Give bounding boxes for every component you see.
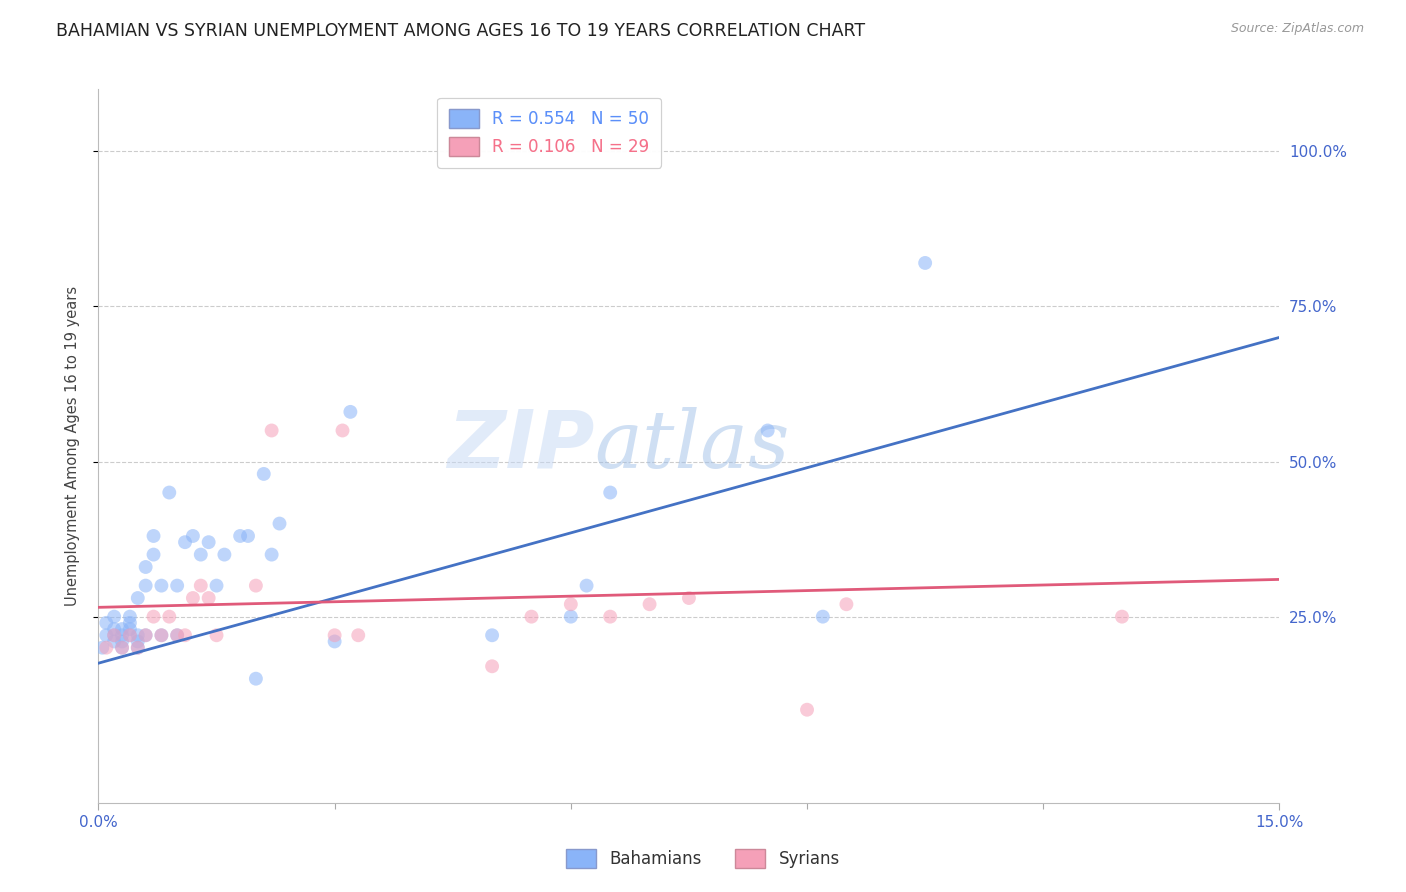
Point [575, 579, 598, 593]
Point [103, 628, 125, 642]
Point [118, 609, 141, 624]
Point [811, 609, 834, 624]
Point [323, 628, 346, 642]
Point [118, 628, 141, 642]
Point [111, 640, 134, 655]
Legend: R = 0.554   N = 50, R = 0.106   N = 29: R = 0.554 N = 50, R = 0.106 N = 29 [437, 97, 661, 168]
Point [135, 579, 157, 593]
Point [190, 548, 212, 562]
Point [150, 628, 173, 642]
Point [678, 591, 700, 605]
Point [127, 640, 149, 655]
Point [260, 424, 283, 438]
Point [339, 405, 361, 419]
Point [127, 628, 149, 642]
Point [91, 640, 114, 655]
Point [127, 640, 149, 655]
Point [756, 424, 779, 438]
Point [190, 579, 212, 593]
Point [835, 597, 858, 611]
Point [150, 579, 173, 593]
Point [111, 628, 134, 642]
Point [599, 609, 621, 624]
Point [96, 615, 118, 630]
Point [118, 615, 141, 630]
Point [166, 628, 188, 642]
Point [197, 535, 219, 549]
Point [205, 628, 228, 642]
Point [111, 622, 134, 636]
Point [166, 628, 188, 642]
Point [96, 628, 118, 642]
Point [103, 609, 125, 624]
Point [245, 672, 267, 686]
Point [1111, 609, 1133, 624]
Point [142, 529, 165, 543]
Point [269, 516, 291, 531]
Point [118, 622, 141, 636]
Point [103, 622, 125, 636]
Point [127, 634, 149, 648]
Point [135, 628, 157, 642]
Point [245, 579, 267, 593]
Point [150, 628, 173, 642]
Point [174, 535, 197, 549]
Point [332, 424, 354, 438]
Point [142, 548, 165, 562]
Point [253, 467, 276, 481]
Point [157, 485, 180, 500]
Point [103, 628, 125, 642]
Point [323, 634, 346, 648]
Point [118, 628, 141, 642]
Text: Source: ZipAtlas.com: Source: ZipAtlas.com [1230, 22, 1364, 36]
Point [96, 640, 118, 655]
Legend: Bahamians, Syrians: Bahamians, Syrians [560, 842, 846, 875]
Point [142, 609, 165, 624]
Text: atlas: atlas [595, 408, 790, 484]
Point [347, 628, 370, 642]
Point [481, 659, 503, 673]
Point [127, 591, 149, 605]
Point [796, 703, 818, 717]
Point [560, 597, 582, 611]
Point [520, 609, 543, 624]
Point [135, 560, 157, 574]
Point [638, 597, 661, 611]
Point [103, 634, 125, 648]
Point [181, 529, 204, 543]
Point [229, 529, 252, 543]
Text: ZIP: ZIP [447, 407, 595, 485]
Point [560, 609, 582, 624]
Point [135, 628, 157, 642]
Y-axis label: Unemployment Among Ages 16 to 19 years: Unemployment Among Ages 16 to 19 years [65, 286, 80, 606]
Point [236, 529, 259, 543]
Point [205, 579, 228, 593]
Point [111, 634, 134, 648]
Text: BAHAMIAN VS SYRIAN UNEMPLOYMENT AMONG AGES 16 TO 19 YEARS CORRELATION CHART: BAHAMIAN VS SYRIAN UNEMPLOYMENT AMONG AG… [56, 22, 865, 40]
Point [157, 609, 180, 624]
Point [599, 485, 621, 500]
Point [260, 548, 283, 562]
Point [166, 579, 188, 593]
Point [174, 628, 197, 642]
Point [214, 548, 236, 562]
Point [111, 640, 134, 655]
Point [914, 256, 936, 270]
Point [181, 591, 204, 605]
Point [481, 628, 503, 642]
Point [197, 591, 219, 605]
